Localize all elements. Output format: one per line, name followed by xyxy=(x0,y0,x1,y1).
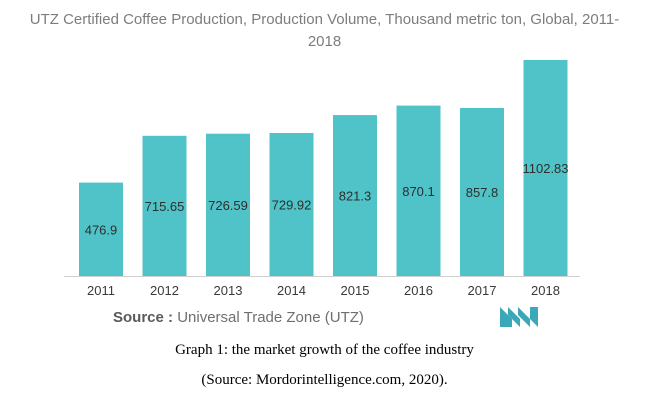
bar-2011 xyxy=(79,182,123,276)
x-tick-label-2017: 2017 xyxy=(468,283,497,298)
x-tick-label-2014: 2014 xyxy=(277,283,306,298)
data-label-2014: 729.92 xyxy=(272,198,312,213)
data-label-2016: 870.1 xyxy=(402,184,435,199)
figure-caption: Graph 1: the market growth of the coffee… xyxy=(175,342,474,358)
data-label-2011: 476.9 xyxy=(85,222,118,237)
data-label-2015: 821.3 xyxy=(339,189,372,204)
bar-2017 xyxy=(460,108,504,276)
bar-2018 xyxy=(523,60,568,276)
x-tick-label-2013: 2013 xyxy=(214,283,243,298)
data-label-2018: 1102.83 xyxy=(522,161,568,176)
chart-title-line-1: UTZ Certified Coffee Production, Product… xyxy=(29,11,620,28)
chart-title-line-2: 2018 xyxy=(307,33,342,50)
bar-2014 xyxy=(269,133,314,276)
source-line: Source : Universal Trade Zone (UTZ) xyxy=(113,309,364,326)
bar-2012 xyxy=(142,135,187,276)
bar-2013 xyxy=(206,133,250,276)
source-prefix: Source : xyxy=(113,309,174,326)
x-tick-label-2012: 2012 xyxy=(150,283,179,298)
bar-2015 xyxy=(333,115,377,276)
data-label-2013: 726.59 xyxy=(208,198,248,213)
bar-2016 xyxy=(396,105,441,276)
mordor-logo-icon xyxy=(500,307,538,327)
x-tick-label-2018: 2018 xyxy=(531,283,560,298)
x-tick-label-2015: 2015 xyxy=(341,283,370,298)
bar-chart: 476.9 2011 715.65 2012 726.59 2013 729.92 2014 8… xyxy=(64,60,580,298)
figure-caption-source: (Source: Mordorintelligence.com, 2020). xyxy=(201,372,448,388)
x-tick-label-2016: 2016 xyxy=(404,283,433,298)
chart-title: UTZ Certified Coffee Production, Product… xyxy=(0,9,649,53)
data-label-2012: 715.65 xyxy=(145,199,185,214)
data-label-2017: 857.8 xyxy=(466,185,499,200)
x-tick-label-2011: 2011 xyxy=(87,283,115,298)
source-text: Universal Trade Zone (UTZ) xyxy=(177,309,364,326)
